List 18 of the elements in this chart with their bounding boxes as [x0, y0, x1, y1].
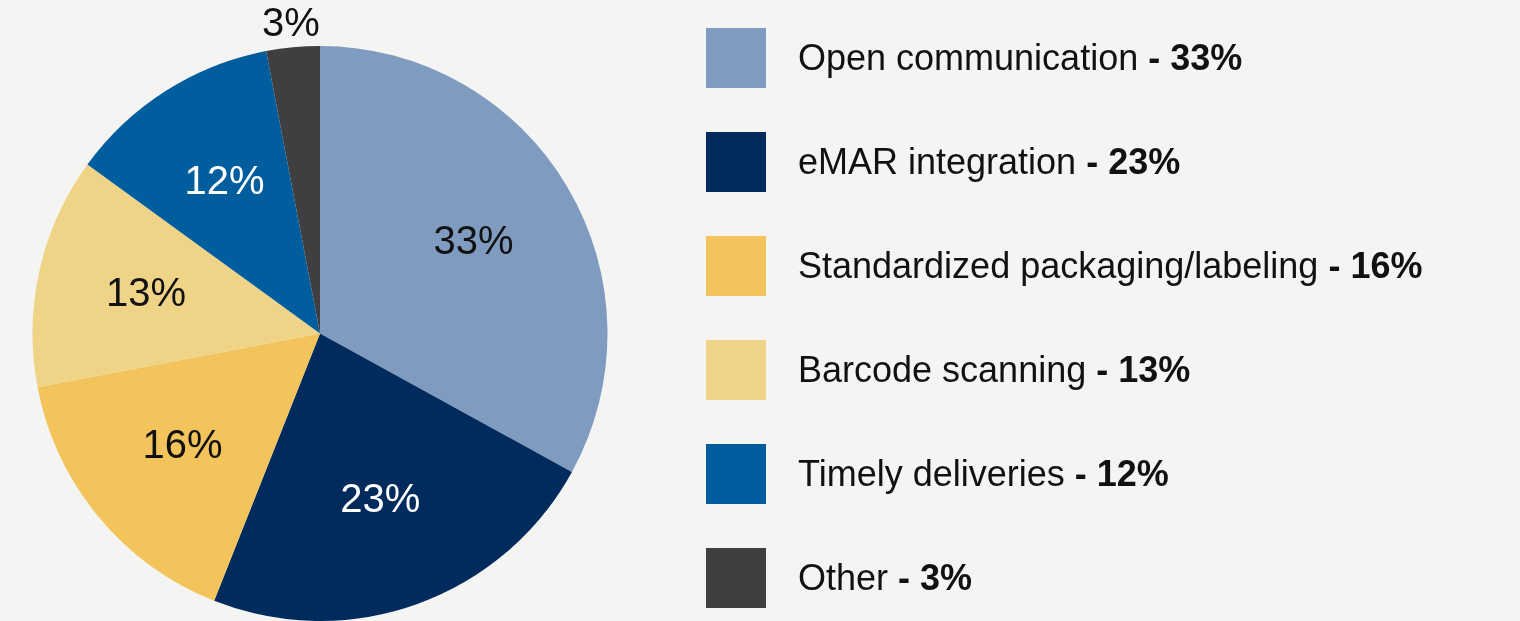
data-label: 23% — [340, 476, 421, 521]
text: - 13% — [1096, 349, 1191, 391]
text: - 16% — [1328, 245, 1423, 287]
legend-label: Other — [798, 557, 889, 599]
data-label: 33% — [433, 217, 514, 262]
data-label: 3% — [261, 0, 320, 45]
legend-label: Barcode scanning — [798, 349, 1087, 391]
text: - 12% — [1074, 453, 1169, 495]
legend-label: Standardized packaging/labeling — [798, 245, 1319, 287]
text: - 23% — [1086, 141, 1181, 183]
legend-label: Open communication — [798, 37, 1139, 79]
text: - 3% — [898, 557, 973, 599]
data-label: 13% — [106, 269, 187, 314]
legend-label: eMAR integration — [798, 141, 1077, 183]
text: - 33% — [1148, 37, 1243, 79]
legend-label: Timely deliveries — [798, 453, 1065, 495]
data-label: 12% — [184, 158, 265, 203]
data-label: 16% — [142, 422, 223, 467]
